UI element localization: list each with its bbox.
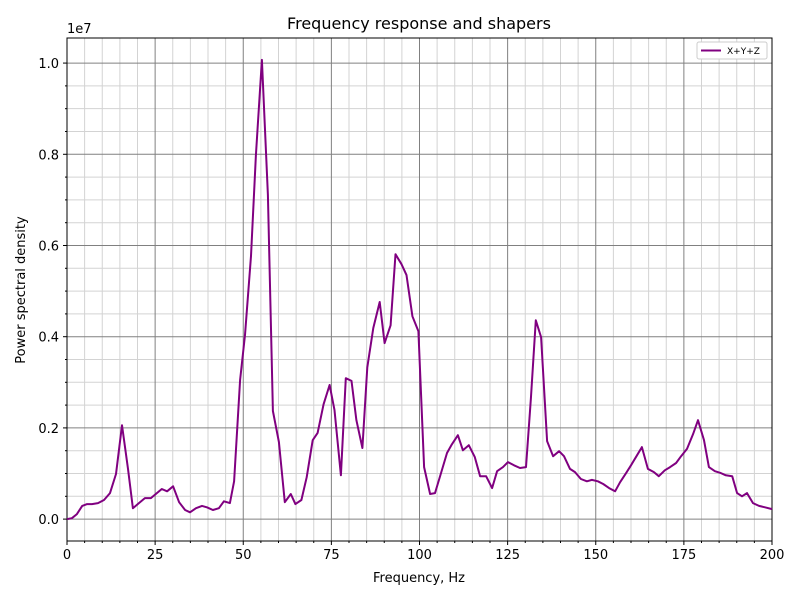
y-tick-label: 0.2 <box>38 422 59 437</box>
legend-label: X+Y+Z <box>727 47 760 57</box>
y-tick-label: 0.0 <box>38 513 59 528</box>
x-tick-label: 50 <box>235 548 252 563</box>
y-tick-label: 0.4 <box>38 331 59 346</box>
x-tick-label: 200 <box>760 548 785 563</box>
x-tick-label: 175 <box>671 548 696 563</box>
y-offset-label: 1e7 <box>67 22 92 37</box>
x-tick-label: 25 <box>147 548 164 563</box>
x-tick-label: 0 <box>63 548 71 563</box>
x-tick-label: 150 <box>583 548 608 563</box>
y-axis-label: Power spectral density <box>14 216 29 364</box>
x-tick-label: 100 <box>407 548 432 563</box>
x-tick-label: 75 <box>323 548 340 563</box>
x-axis-label: Frequency, Hz <box>373 571 465 586</box>
x-tick-label: 125 <box>495 548 520 563</box>
chart-title: Frequency response and shapers <box>287 14 551 33</box>
legend-box <box>696 41 768 60</box>
data-line <box>66 58 773 521</box>
plot-frame <box>66 37 773 542</box>
y-tick-label: 0.8 <box>38 148 59 163</box>
y-tick-label: 0.6 <box>38 239 59 254</box>
y-tick-label: 1.0 <box>38 57 59 72</box>
